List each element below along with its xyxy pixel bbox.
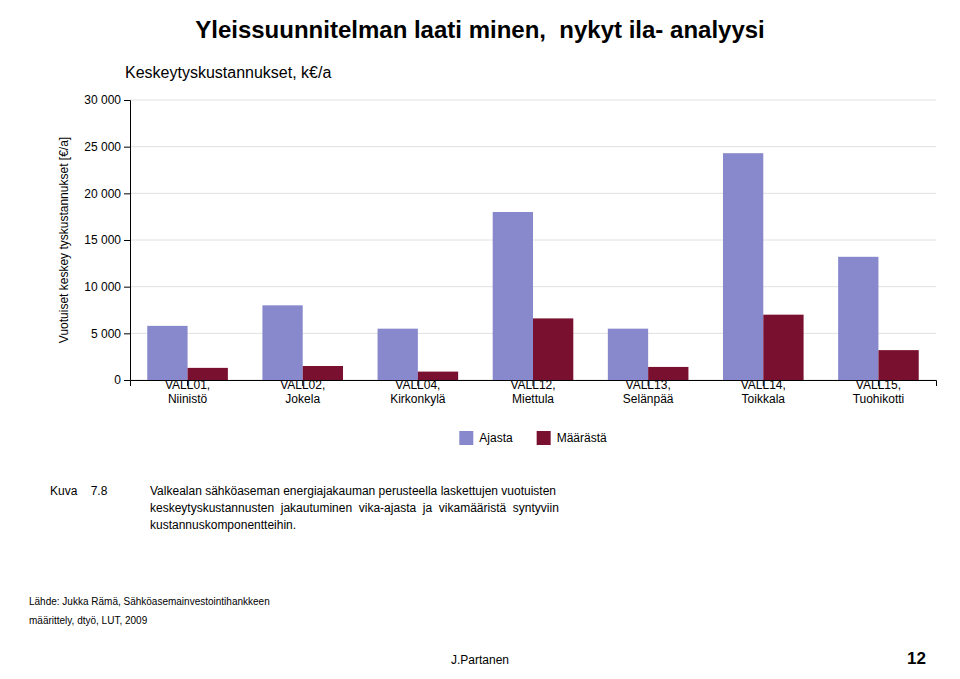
tick: VALL02,Jokela [280, 378, 325, 406]
text-line: Toikkala [742, 392, 786, 406]
tick-label: VALL12,Miettula [510, 378, 555, 406]
tick: 5 000 [91, 327, 130, 341]
tick: VALL14,Toikkala [741, 378, 786, 406]
bar [838, 257, 878, 380]
text-line: VALL14, [741, 378, 786, 392]
tick-label: 15 000 [84, 233, 121, 247]
text-line: kustannuskomponentteihin. [150, 518, 296, 532]
page-number: 12 [907, 649, 926, 668]
grid-line [130, 100, 936, 101]
tick: 25 000 [84, 140, 130, 154]
text-line: Lähde: Jukka Rämä, Sähköasemainvestointi… [29, 596, 270, 607]
text-line: VALL15, [856, 378, 901, 392]
tick-mark [124, 240, 130, 241]
source: määrittely, dtyö, LUT, 2009 [29, 615, 148, 626]
tick: VALL01,Niinistö [165, 378, 210, 406]
axis-line [124, 101, 131, 381]
text-line: VALL12, [510, 378, 555, 392]
grid-line [130, 146, 936, 147]
bar [878, 350, 918, 380]
series [188, 315, 919, 380]
text-line: Kirkonkylä [390, 392, 446, 406]
caption: Valkealan sähköaseman energiajakauman pe… [150, 484, 559, 532]
legend: Ajasta Määrästä [459, 431, 607, 445]
text-line: VALL02, [280, 378, 325, 392]
chart: Yleissuunnitelman laati minen, nykyt ila… [0, 0, 960, 679]
tick: 0 [114, 373, 130, 387]
tick: 10 000 [84, 280, 130, 294]
footer: J.Partanen [451, 653, 509, 667]
tick-label: VALL15,Tuohikotti [853, 378, 905, 406]
legend-swatch [537, 431, 551, 445]
bar [763, 315, 803, 380]
text-line: Selänpää [623, 392, 674, 406]
bars [147, 153, 918, 380]
tick: VALL15,Tuohikotti [853, 378, 905, 406]
text-line: J.Partanen [451, 653, 509, 667]
grid-line [130, 193, 936, 194]
text-line: Niinistö [168, 392, 208, 406]
tick-label: VALL14,Toikkala [741, 378, 786, 406]
legend-label: Määrästä [557, 431, 607, 445]
tick-label: 10 000 [84, 280, 121, 294]
legend-swatch [459, 431, 473, 445]
title: Yleissuunnitelman laati minen, nykyt ila… [195, 16, 765, 43]
series [147, 153, 878, 380]
legend-label: Ajasta [479, 431, 513, 445]
bar [723, 153, 763, 380]
tick-label: VALL04,Kirkonkylä [390, 378, 446, 406]
tick-label: VALL01,Niinistö [165, 378, 210, 406]
tick: 15 000 [84, 233, 130, 247]
tick-label: VALL02,Jokela [280, 378, 325, 406]
grid [130, 100, 936, 380]
tick-mark [124, 380, 130, 381]
tick-mark [124, 287, 130, 288]
tick-mark [124, 193, 130, 194]
tick-label: 25 000 [84, 140, 121, 154]
tick: VALL12,Miettula [510, 378, 555, 406]
tick: VALL13,Selänpää [623, 378, 674, 406]
text-line: 12 [907, 649, 926, 668]
tick-label: 5 000 [91, 327, 121, 341]
text-line: Kuva 7.8 [50, 484, 108, 498]
tick-label: 30 000 [84, 93, 121, 107]
tick-mark [124, 147, 130, 148]
tick-label: 0 [114, 373, 121, 387]
tick-mark [124, 333, 130, 334]
tick-label: 20 000 [84, 187, 121, 201]
y-axis-title: Vuotuiset keskey tyskustannukset [€/a] [57, 137, 71, 343]
text-line: Tuohikotti [853, 392, 905, 406]
x-axis: VALL01,Niinistö VALL02,Jokela VALL04,Kirko… [131, 378, 937, 406]
text-line: Miettula [512, 392, 554, 406]
plot: 0 5 000 10 000 15 000 20 000 25 000 30 000 VALL… [57, 93, 937, 406]
bar [533, 318, 573, 380]
bar [608, 329, 648, 380]
text-line: VALL01, [165, 378, 210, 392]
bar [147, 326, 187, 380]
tick: 20 000 [84, 187, 130, 201]
bar [262, 305, 302, 380]
bar [378, 329, 418, 380]
text-line: Jokela [285, 392, 320, 406]
text-line: VALL13, [626, 378, 671, 392]
text-line: keskeytyskustannusten jakautuminen vika-… [150, 501, 559, 515]
tick: 30 000 [84, 93, 130, 107]
bar [493, 212, 533, 380]
legend-item: Määrästä [537, 431, 607, 445]
tick: VALL04,Kirkonkylä [390, 378, 446, 406]
text-line: määrittely, dtyö, LUT, 2009 [29, 615, 148, 626]
y-axis: 0 5 000 10 000 15 000 20 000 25 000 30 000 [84, 93, 130, 387]
text-line: Valkealan sähköaseman energiajakauman pe… [150, 484, 556, 498]
caption-label: Kuva 7.8 [50, 484, 108, 498]
tick-label: VALL13,Selänpää [623, 378, 674, 406]
text-line: VALL04, [395, 378, 440, 392]
tick-mark [124, 100, 130, 101]
subtitle: Keskeytyskustannukset, k€/a [125, 64, 331, 81]
source: Lähde: Jukka Rämä, Sähköasemainvestointi… [29, 596, 270, 607]
legend-item: Ajasta [459, 431, 513, 445]
